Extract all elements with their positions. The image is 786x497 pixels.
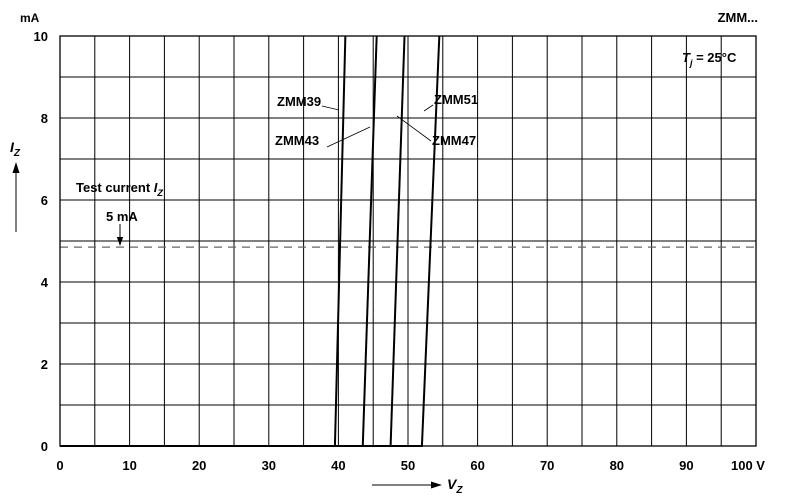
series-leader-lines <box>321 104 434 148</box>
y-axis-subscript: Z <box>13 148 21 159</box>
x-tick-label: 80 <box>610 458 624 473</box>
x-tick-label: 30 <box>262 458 276 473</box>
y-tick-labels: 0 2 4 6 8 10 <box>34 29 49 454</box>
x-tick-label: 70 <box>540 458 554 473</box>
x-tick-label: 50 <box>401 458 415 473</box>
x-tick-label: 0 <box>56 458 63 473</box>
plot-frame <box>59 35 757 447</box>
test-current-symbol: I <box>154 180 158 195</box>
y-unit-label: mA <box>20 11 40 25</box>
test-current-subscript: Z <box>156 188 163 198</box>
x-axis-label: VZ <box>447 476 463 496</box>
y-tick-label: 6 <box>41 193 48 208</box>
test-current-arrow <box>116 224 124 246</box>
test-current-value: 5 mA <box>106 209 138 224</box>
series-label-zmm39: ZMM39 <box>277 94 321 109</box>
x-tick-label: 100 V <box>731 458 765 473</box>
leader-line-zmm39 <box>321 105 340 111</box>
x-axis-subscript: Z <box>455 485 463 496</box>
test-current-label: Test current IZ <box>76 180 163 198</box>
x-tick-label: 60 <box>470 458 484 473</box>
grid-lines <box>59 35 757 447</box>
x-tick-label: 10 <box>122 458 136 473</box>
leader-line-zmm47 <box>396 115 432 142</box>
x-axis-arrow <box>372 481 442 489</box>
y-tick-label: 10 <box>34 29 48 44</box>
y-axis-symbol: I <box>10 139 15 155</box>
series-label-zmm47: ZMM47 <box>432 133 476 148</box>
temperature-symbol: T <box>682 50 691 65</box>
y-tick-label: 2 <box>41 357 48 372</box>
y-tick-label: 8 <box>41 111 48 126</box>
leader-line-zmm43 <box>326 126 371 148</box>
leader-line-zmm51 <box>423 104 434 112</box>
y-tick-label: 4 <box>41 275 49 290</box>
test-current-text: Test current <box>76 180 154 195</box>
series-label-zmm51: ZMM51 <box>434 92 478 107</box>
y-axis-arrow <box>12 162 20 232</box>
y-tick-label: 0 <box>41 439 48 454</box>
y-axis-label: IZ <box>10 139 21 159</box>
x-tick-label: 20 <box>192 458 206 473</box>
temperature-note: Tj = 25°C <box>682 50 737 68</box>
x-tick-labels: 0 10 20 30 40 50 60 70 80 90 100 V <box>56 458 765 473</box>
series-label-zmm43: ZMM43 <box>275 133 319 148</box>
temperature-subscript: j <box>689 58 693 68</box>
chart-title: ZMM... <box>718 10 758 25</box>
x-axis-symbol: V <box>447 476 458 492</box>
x-tick-label: 40 <box>331 458 345 473</box>
x-tick-label: 90 <box>679 458 693 473</box>
temperature-value: = 25°C <box>692 50 736 65</box>
